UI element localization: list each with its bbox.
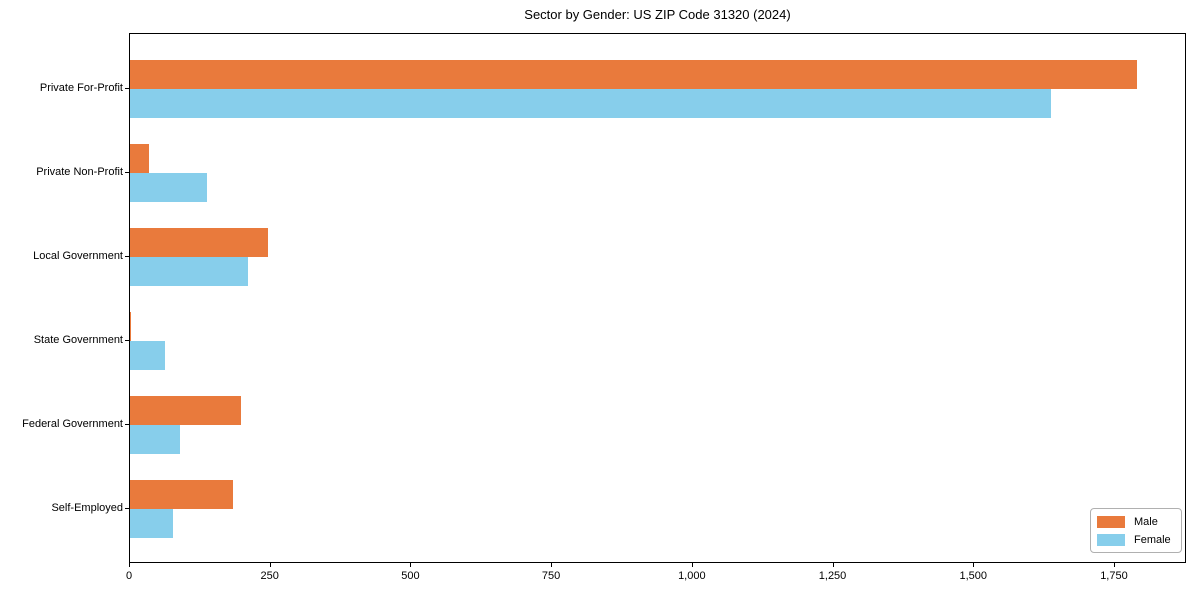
x-tick-mark	[410, 563, 412, 567]
y-tick-label: Federal Government	[22, 418, 123, 430]
x-tick-mark	[129, 563, 130, 567]
y-tick-mark	[125, 340, 129, 341]
y-tick-label: Local Government	[33, 250, 123, 262]
bar-male-3	[130, 312, 132, 341]
legend-label: Male	[1134, 516, 1158, 528]
x-tick-label: 500	[401, 570, 420, 582]
y-tick-mark	[125, 424, 129, 425]
male-swatch	[1097, 516, 1125, 528]
legend-label: Female	[1134, 534, 1171, 546]
y-tick-label: Private Non-Profit	[36, 166, 123, 178]
x-tick-label: 250	[260, 570, 279, 582]
bar-female-5	[130, 509, 173, 538]
legend-entry-female: Female	[1097, 533, 1174, 547]
bar-female-3	[130, 341, 165, 370]
y-tick-label: State Government	[33, 334, 123, 346]
x-tick-mark	[832, 563, 834, 567]
chart-title: Sector by Gender: US ZIP Code 31320 (202…	[524, 7, 791, 22]
x-tick-label: 750	[541, 570, 561, 582]
y-tick-label: Private For-Profit	[39, 82, 123, 94]
y-tick-mark	[125, 88, 129, 89]
x-tick-label: 0	[125, 570, 133, 582]
legend: Male Female	[1090, 508, 1182, 553]
legend-entry-male: Male	[1097, 515, 1174, 529]
x-tick-mark	[973, 563, 975, 567]
bar-male-1	[130, 144, 150, 173]
bar-male-4	[130, 396, 241, 425]
female-swatch	[1097, 534, 1125, 546]
x-tick-mark	[551, 563, 553, 567]
y-tick-label: Self-Employed	[51, 502, 123, 514]
bar-female-1	[130, 173, 207, 202]
bar-male-5	[130, 480, 233, 509]
y-tick-mark	[125, 508, 129, 509]
x-tick-mark	[1113, 563, 1115, 567]
bar-male-0	[130, 60, 1137, 89]
x-tick-label: 1,250	[818, 570, 847, 582]
bar-female-2	[130, 257, 249, 286]
plot-area	[129, 33, 1186, 563]
x-tick-mark	[691, 563, 693, 567]
bar-female-4	[130, 425, 180, 454]
x-tick-label: 1,000	[678, 570, 706, 582]
bar-female-0	[130, 89, 1052, 118]
y-tick-mark	[125, 172, 129, 173]
x-tick-mark	[269, 563, 271, 567]
x-tick-label: 1,750	[1100, 570, 1128, 582]
y-tick-mark	[125, 256, 129, 257]
bar-male-2	[130, 228, 268, 257]
x-tick-label: 1,500	[959, 570, 987, 582]
